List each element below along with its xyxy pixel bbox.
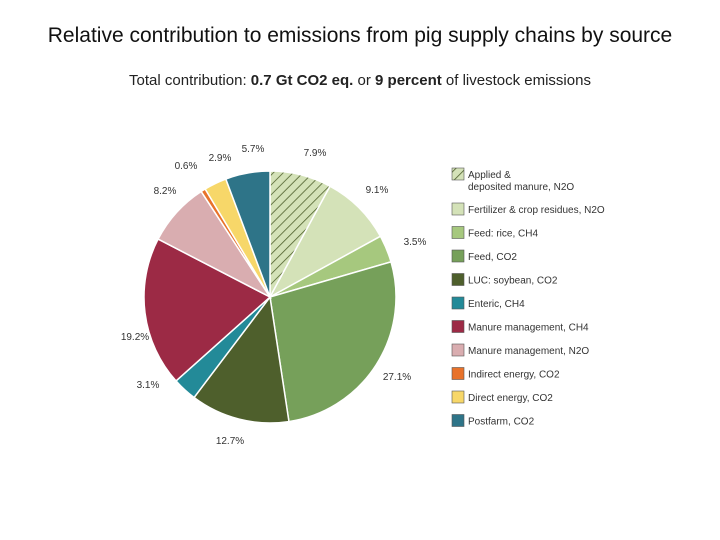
legend-label: Indirect energy, CO2	[468, 370, 560, 381]
legend-swatch	[451, 273, 465, 286]
pie-slice	[143, 238, 272, 382]
pie-slice	[269, 260, 397, 423]
subtitle-amount: 0.7 Gt CO2 eq.	[250, 72, 354, 89]
subtitle: Total contribution: 0.7 Gt CO2 eq. or 9 …	[0, 72, 720, 89]
slice-value-label: 2.9%	[209, 153, 232, 164]
slice-value-label: 3.5%	[404, 237, 427, 248]
legend-swatch	[451, 202, 465, 216]
legend-label: Fertilizer & crop residues, N2O	[468, 205, 605, 216]
legend-label: Feed, CO2	[468, 252, 517, 263]
legend-label: Feed: rice, CH4	[468, 229, 538, 240]
legend-swatch	[451, 367, 465, 380]
legend-label: Manure management, N2O	[468, 346, 589, 357]
slice-value-label: 5.7%	[242, 144, 265, 155]
legend-label: Manure management, CH4	[468, 323, 589, 334]
legend-label: Postfarm, CO2	[468, 417, 535, 428]
legend-label: Enteric, CH4	[468, 299, 525, 310]
subtitle-middle: or	[353, 72, 376, 89]
legend-swatch	[451, 414, 465, 427]
slice-value-label: 27.1%	[383, 372, 411, 383]
slice-value-label: 7.9%	[304, 148, 327, 159]
pie-value-labels: 7.9% 9.1% 3.5% 27.1% 12.7% 3.1% 19.2% 8.2% 0.6% 2…	[121, 144, 427, 447]
pie-slice	[192, 295, 290, 424]
legend-swatch	[451, 343, 465, 357]
slice-value-label: 19.2%	[121, 332, 149, 343]
slice-value-label: 3.1%	[137, 380, 160, 391]
page-title: Relative contribution to emissions from …	[47, 24, 673, 47]
legend-swatch	[451, 167, 465, 181]
subtitle-percent: 9 percent	[375, 72, 442, 89]
legend-swatch	[451, 226, 465, 239]
slice-value-label: 8.2%	[154, 186, 177, 197]
legend-label: deposited manure, N2O	[468, 182, 574, 193]
subtitle-prefix: Total contribution:	[129, 72, 251, 89]
legend: Applied &deposited manure, N2O Fertilizer…	[451, 167, 605, 428]
legend-swatch	[451, 320, 465, 333]
legend-swatch	[451, 249, 465, 263]
slice-value-label: 12.7%	[216, 436, 244, 447]
pie-slices	[143, 170, 397, 424]
legend-label: Applied &	[468, 170, 511, 181]
legend-swatch	[451, 296, 465, 310]
legend-label: LUC: soybean, CO2	[468, 276, 558, 287]
legend-swatch	[451, 390, 465, 404]
legend-label: Direct energy, CO2	[468, 393, 553, 404]
slice-value-label: 0.6%	[175, 161, 198, 172]
pie-slice	[224, 170, 271, 298]
subtitle-suffix: of livestock emissions	[441, 72, 591, 89]
slice-value-label: 9.1%	[366, 185, 389, 196]
